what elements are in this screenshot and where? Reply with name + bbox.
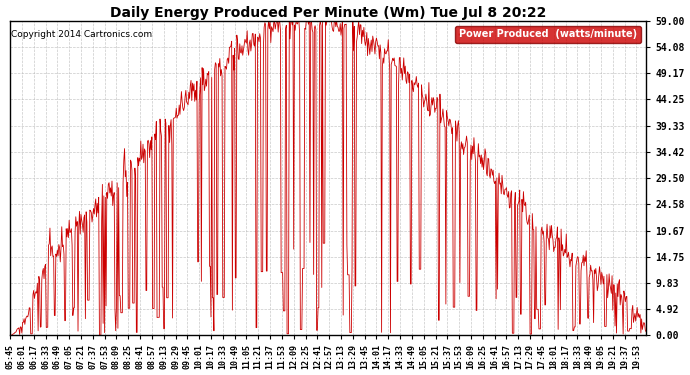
Legend: Power Produced  (watts/minute): Power Produced (watts/minute) bbox=[455, 26, 641, 44]
Title: Daily Energy Produced Per Minute (Wm) Tue Jul 8 20:22: Daily Energy Produced Per Minute (Wm) Tu… bbox=[110, 6, 546, 20]
Text: Copyright 2014 Cartronics.com: Copyright 2014 Cartronics.com bbox=[11, 30, 152, 39]
